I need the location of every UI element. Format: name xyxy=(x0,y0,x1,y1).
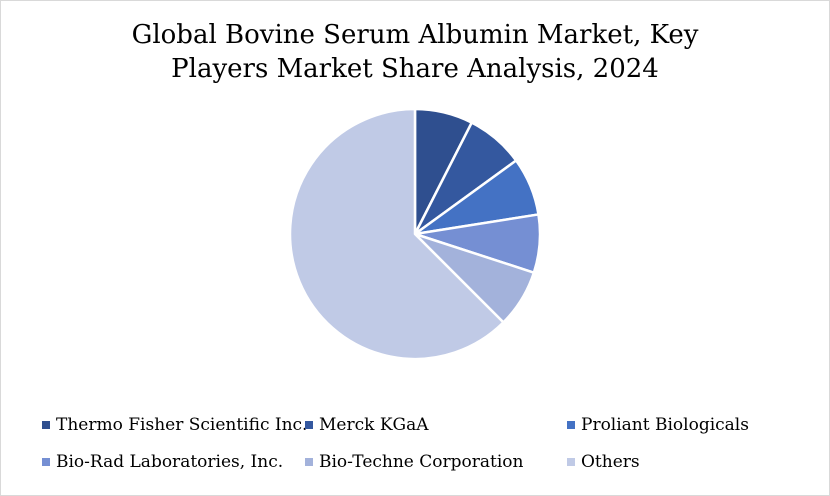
legend-swatch xyxy=(567,458,575,466)
legend-label: Bio-Rad Laboratories, Inc. xyxy=(56,452,284,472)
legend-item-bio-rad-laboratories-inc: Bio-Rad Laboratories, Inc. xyxy=(42,452,283,472)
chart-title-line-2: Players Market Share Analysis, 2024 xyxy=(171,54,659,84)
legend-item-proliant-biologicals: Proliant Biologicals xyxy=(567,415,749,435)
legend-swatch xyxy=(42,421,50,429)
legend-swatch xyxy=(567,421,575,429)
legend-item-merck-kgaa: Merck KGaA xyxy=(305,415,429,435)
legend-swatch xyxy=(305,458,313,466)
legend-swatch xyxy=(42,458,50,466)
legend-item-others: Others xyxy=(567,452,640,472)
legend-label: Merck KGaA xyxy=(319,415,429,435)
legend-label: Others xyxy=(581,452,640,472)
pie-slice-others xyxy=(288,107,505,361)
legend-label: Thermo Fisher Scientific Inc. xyxy=(56,415,308,435)
legend-label: Bio-Techne Corporation xyxy=(319,452,524,472)
legend-item-bio-techne-corporation: Bio-Techne Corporation xyxy=(305,452,523,472)
legend-swatch xyxy=(305,421,313,429)
legend-label: Proliant Biologicals xyxy=(581,415,749,435)
chart-title: Global Bovine Serum Albumin Market, Key … xyxy=(0,18,830,86)
chart-title-line-1: Global Bovine Serum Albumin Market, Key xyxy=(131,20,699,50)
legend-item-thermo-fisher-scientific-inc: Thermo Fisher Scientific Inc. xyxy=(42,415,307,435)
